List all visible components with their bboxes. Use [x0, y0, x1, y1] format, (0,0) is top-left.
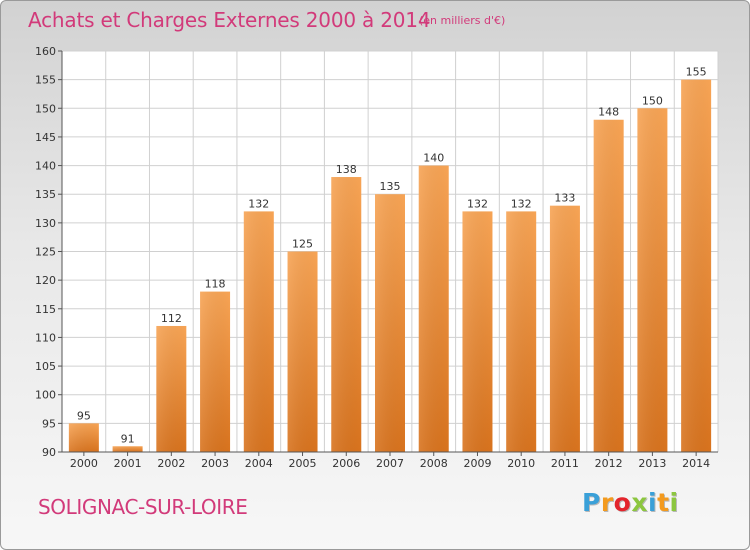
data-label-2003: 118	[205, 278, 226, 291]
x-tick-label: 2000	[70, 457, 98, 470]
data-label-2000: 95	[77, 409, 91, 422]
city-name: SOLIGNAC-SUR-LOIRE	[38, 495, 248, 519]
x-tick-label: 2006	[332, 457, 360, 470]
bars-group	[68, 79, 712, 453]
x-tick-label: 2008	[420, 457, 448, 470]
axes-group: 90 95 100 105 110 115 120 125 130 135 140 145 150 155…	[35, 45, 718, 470]
y-tick-label: 155	[35, 74, 56, 87]
data-label-2004: 132	[248, 197, 269, 210]
logo-letter: t	[657, 488, 670, 517]
data-label-2014: 155	[686, 66, 707, 79]
data-label-2008: 140	[423, 152, 444, 165]
x-tick-label: 2004	[245, 457, 273, 470]
bar-shade-2004	[243, 211, 274, 452]
bar-shade-2011	[549, 205, 580, 452]
y-tick-label: 120	[35, 274, 56, 287]
y-tick-label: 110	[35, 331, 56, 344]
data-label-2009: 132	[467, 197, 488, 210]
chart-subtitle: (en milliers d'€)	[419, 14, 506, 27]
y-tick-label: 160	[35, 45, 56, 58]
y-tick-label: 100	[35, 389, 56, 402]
bar-shade-2010	[506, 211, 537, 452]
bar-shade-2014	[681, 79, 712, 453]
x-tick-label: 2003	[201, 457, 229, 470]
bar-shade-2003	[200, 291, 231, 452]
data-label-2013: 150	[642, 94, 663, 107]
bar-shade-2005	[287, 251, 318, 452]
bar-shade-2007	[375, 194, 405, 452]
proxiti-logo: Proxiti	[582, 488, 679, 517]
x-tick-label: 2012	[595, 457, 623, 470]
y-tick-label: 145	[35, 131, 56, 144]
data-label-2011: 133	[554, 192, 575, 205]
data-label-2005: 125	[292, 238, 313, 251]
x-tick-label: 2001	[114, 457, 142, 470]
y-tick-label: 115	[35, 303, 56, 316]
x-tick-label: 2011	[551, 457, 579, 470]
bar-shade-2000	[68, 423, 99, 452]
y-tick-label: 90	[42, 446, 56, 459]
bar-shade-2012	[593, 119, 624, 452]
logo-letter: x	[631, 488, 648, 517]
x-tick-label: 2010	[507, 457, 535, 470]
bar-shade-2013	[637, 108, 668, 453]
data-label-2006: 138	[336, 163, 357, 176]
bar-shade-2008	[418, 165, 449, 453]
bar-shade-2002	[156, 325, 187, 452]
bar-shade-2009	[462, 211, 493, 452]
y-tick-label: 95	[42, 417, 56, 430]
y-tick-label: 135	[35, 188, 56, 201]
logo-letter: i	[648, 488, 658, 517]
data-label-2012: 148	[598, 106, 619, 119]
data-labels-group: 95 91 112 118 132 125 138 135 140 132 132 133 148 150…	[77, 66, 707, 446]
logo-letter: P	[582, 488, 601, 517]
data-label-2010: 132	[511, 197, 532, 210]
y-tick-label: 105	[35, 360, 56, 373]
bar-shade-2001	[112, 446, 143, 452]
chart-title: Achats et Charges Externes 2000 à 2014	[28, 8, 431, 32]
logo-letter: i	[669, 488, 679, 517]
logo-letter: r	[600, 488, 614, 517]
x-tick-label: 2007	[376, 457, 404, 470]
bar-shade-2006	[331, 177, 362, 452]
x-tick-label: 2014	[682, 457, 710, 470]
x-tick-label: 2002	[157, 457, 185, 470]
x-tick-label: 2009	[463, 457, 491, 470]
y-tick-label: 130	[35, 217, 56, 230]
logo-letter: o	[613, 488, 632, 517]
data-label-2002: 112	[161, 312, 182, 325]
data-label-2007: 135	[380, 180, 401, 193]
x-tick-label: 2005	[289, 457, 317, 470]
y-tick-label: 140	[35, 160, 56, 173]
y-tick-label: 150	[35, 102, 56, 115]
data-label-2001: 91	[121, 432, 135, 445]
x-tick-label: 2013	[638, 457, 666, 470]
y-tick-label: 125	[35, 246, 56, 259]
